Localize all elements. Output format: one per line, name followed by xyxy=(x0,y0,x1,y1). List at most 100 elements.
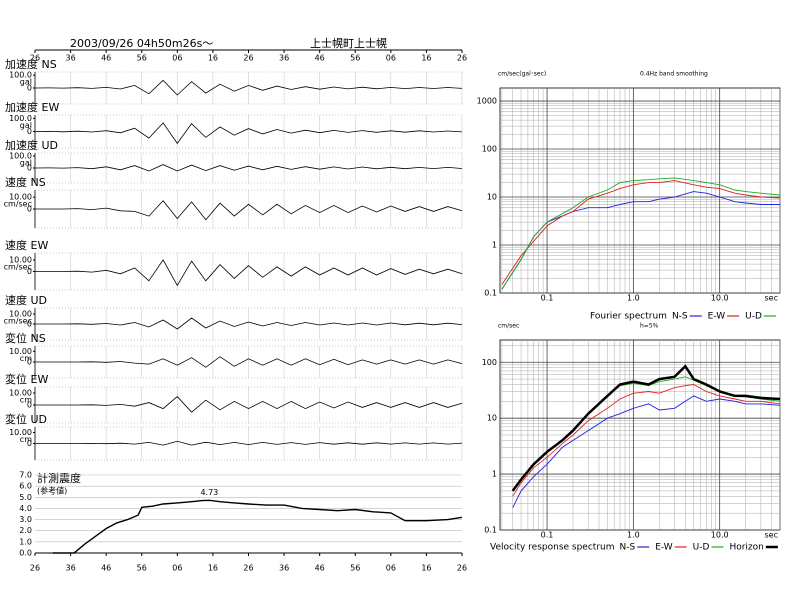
x-tick-label: 36 xyxy=(65,54,75,63)
panel-label: 変位 EW xyxy=(5,372,48,386)
panel-label: 速度 UD xyxy=(5,293,47,307)
y-tick-label: 10.00 xyxy=(9,347,32,356)
y-tick-label: 0.1 xyxy=(484,289,497,298)
y-tick-label: 7.0 xyxy=(19,471,32,480)
unit-label: cm xyxy=(20,354,32,363)
unit-label: cm xyxy=(20,396,32,405)
x-tick-label: 26 xyxy=(30,54,40,63)
legend-label: E-W xyxy=(655,543,673,553)
x-tick-label: 46 xyxy=(315,564,325,573)
y-tick-label: 0.1 xyxy=(484,526,497,535)
x-tick-label: 56 xyxy=(350,54,360,63)
x-tick-label: 46 xyxy=(315,54,325,63)
waveform xyxy=(35,259,463,287)
unit-label: gal xyxy=(20,121,32,130)
x-tick-label: 16 xyxy=(421,54,431,63)
y-tick-label: 0 xyxy=(27,439,32,448)
unit-label: gal xyxy=(20,159,32,168)
x-tick-label: 36 xyxy=(279,54,289,63)
legend-label: U-D xyxy=(745,312,762,322)
series-line xyxy=(512,395,781,508)
series-line xyxy=(511,364,781,492)
panel-label: 変位 NS xyxy=(5,331,46,345)
y-tick-label: 10 xyxy=(487,414,497,423)
x-tick-label: 10.0 xyxy=(711,294,729,303)
y-tick-label: 4.0 xyxy=(19,504,32,513)
unit-label: gal xyxy=(20,78,32,87)
waveform xyxy=(35,396,463,413)
x-tick-label: 36 xyxy=(65,564,75,573)
x-axis-label: sec xyxy=(765,531,779,540)
y-tick-label: 3.0 xyxy=(19,515,32,524)
y-tick-label: 1 xyxy=(492,241,497,250)
y-tick-label: 0.0 xyxy=(19,549,32,558)
x-tick-label: 26 xyxy=(457,564,467,573)
y-tick-label: 10.00 xyxy=(9,389,32,398)
x-tick-label: 26 xyxy=(243,54,253,63)
legend-title: Fourier spectrum xyxy=(590,312,667,322)
waveform xyxy=(35,200,463,221)
panel-label: 速度 NS xyxy=(5,175,46,189)
series-line xyxy=(501,177,781,290)
y-tick-label: 10 xyxy=(487,193,497,202)
panel-label: 変位 UD xyxy=(5,412,47,426)
waveform xyxy=(35,356,463,368)
x-tick-label: 56 xyxy=(137,564,147,573)
x-tick-label: 1.0 xyxy=(627,294,640,303)
x-axis-label: sec xyxy=(765,294,779,303)
x-tick-label: 26 xyxy=(243,564,253,573)
x-tick-label: 06 xyxy=(386,54,396,63)
legend-label: E-W xyxy=(708,312,726,322)
chart-subtitle: (参考値) xyxy=(37,486,67,496)
x-tick-label: 36 xyxy=(279,564,289,573)
y-tick-label: 10.00 xyxy=(9,310,32,319)
legend-label: Horizon xyxy=(729,543,763,553)
y-tick-label: 5.0 xyxy=(19,493,32,502)
legend-label: N-S xyxy=(672,312,688,322)
panel-label: 速度 EW xyxy=(5,238,48,252)
y-tick-label: 1000 xyxy=(477,97,497,106)
y-tick-label: 10.00 xyxy=(9,193,32,202)
y-tick-label: 1.0 xyxy=(19,537,32,546)
x-tick-label: 16 xyxy=(208,54,218,63)
chart-title: 2003/09/26 04h50m26s～ xyxy=(70,37,213,50)
y-tick-label: 0 xyxy=(27,84,32,93)
x-tick-label: 0.1 xyxy=(541,531,554,540)
intensity-line xyxy=(52,499,463,554)
x-tick-label: 46 xyxy=(101,564,111,573)
panel-label: 加速度 EW xyxy=(5,100,59,114)
x-tick-label: 16 xyxy=(208,564,218,573)
y-axis-label: cm/sec xyxy=(498,323,519,330)
x-tick-label: 06 xyxy=(172,564,182,573)
x-tick-label: 26 xyxy=(457,54,467,63)
y-tick-label: 10.00 xyxy=(9,428,32,437)
chart-subtitle: h=5% xyxy=(640,323,659,330)
y-tick-label: 2.0 xyxy=(19,526,32,535)
panel-label: 加速度 NS xyxy=(5,57,57,71)
station-name: 上士幌町上士幌 xyxy=(310,36,387,50)
legend-label: U-D xyxy=(693,543,710,553)
series-line xyxy=(512,384,781,497)
unit-label: cm/sec xyxy=(4,317,32,326)
y-tick-label: 100.0 xyxy=(9,114,32,123)
y-axis-label: cm/sec(gal･sec) xyxy=(498,71,546,78)
x-tick-label: 1.0 xyxy=(627,531,640,540)
unit-label: cm/sec xyxy=(4,262,32,271)
y-tick-label: 0 xyxy=(27,320,32,329)
y-tick-label: 6.0 xyxy=(19,482,32,491)
waveform xyxy=(35,317,463,330)
y-tick-label: 0 xyxy=(27,164,32,173)
x-tick-label: 06 xyxy=(172,54,182,63)
waveform xyxy=(34,122,463,145)
y-tick-label: 0 xyxy=(27,358,32,367)
x-tick-label: 26 xyxy=(30,564,40,573)
y-tick-label: 0 xyxy=(27,401,32,410)
x-tick-label: 06 xyxy=(386,564,396,573)
y-tick-label: 100.0 xyxy=(9,152,32,161)
y-tick-label: 0 xyxy=(27,205,32,214)
waveform xyxy=(35,440,463,446)
panel-label: 加速度 UD xyxy=(5,138,58,152)
chart-title: 計測震度 xyxy=(37,471,81,485)
